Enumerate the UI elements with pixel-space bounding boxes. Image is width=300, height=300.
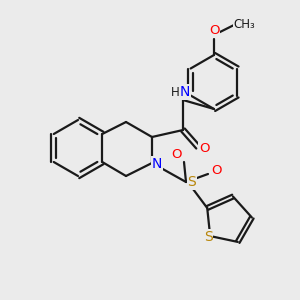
Text: N: N [152, 157, 162, 171]
Text: H: H [171, 86, 179, 100]
Text: CH₃: CH₃ [233, 19, 255, 32]
Text: O: O [209, 25, 219, 38]
Text: S: S [204, 230, 212, 244]
Text: N: N [180, 85, 190, 99]
Text: O: O [172, 148, 182, 160]
Text: O: O [211, 164, 221, 178]
Text: S: S [188, 175, 196, 189]
Text: O: O [199, 142, 209, 155]
